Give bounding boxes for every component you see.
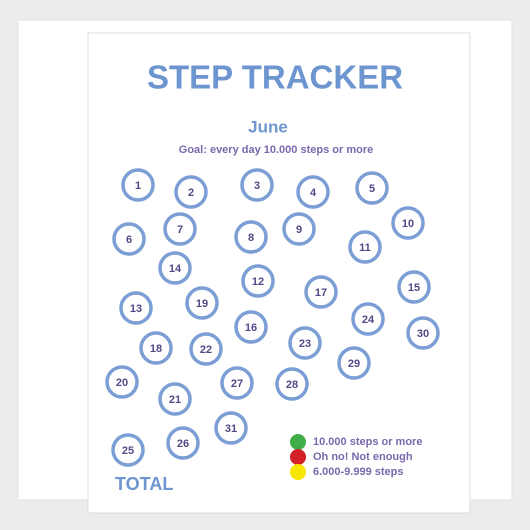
day-circle xyxy=(111,433,145,467)
day-circle xyxy=(234,310,268,344)
day-circle xyxy=(220,366,254,400)
day-circle xyxy=(174,175,208,209)
day-circle xyxy=(234,220,268,254)
day-circle xyxy=(282,212,316,246)
day-number: 19 xyxy=(196,298,208,310)
day-number: 21 xyxy=(169,394,181,406)
day-circle xyxy=(121,168,155,202)
day-number: 3 xyxy=(254,180,260,192)
day-circle xyxy=(406,316,440,350)
day-number: 5 xyxy=(369,183,375,195)
title: STEP TRACKER xyxy=(147,59,403,96)
day-circle xyxy=(158,382,192,416)
legend-label: 6.000-9.999 steps xyxy=(313,466,404,478)
day-circle xyxy=(304,275,338,309)
day-circle xyxy=(105,365,139,399)
day-circle xyxy=(275,367,309,401)
goal: Goal: every day 10.000 steps or more xyxy=(179,144,373,156)
day-number: 29 xyxy=(348,358,360,370)
day-circle xyxy=(119,291,153,325)
day-number: 8 xyxy=(248,232,254,244)
day-circle xyxy=(351,302,385,336)
day-circle xyxy=(185,286,219,320)
day-number: 6 xyxy=(126,234,132,246)
day-number: 14 xyxy=(169,263,182,275)
day-circle xyxy=(139,331,173,365)
day-number: 9 xyxy=(296,224,302,236)
day-number: 20 xyxy=(116,377,128,389)
day-circle xyxy=(166,426,200,460)
day-circle xyxy=(240,168,274,202)
day-number: 13 xyxy=(130,303,142,315)
legend-dot xyxy=(290,449,306,465)
day-number: 31 xyxy=(225,423,237,435)
day-number: 4 xyxy=(310,187,317,199)
day-circle xyxy=(189,332,223,366)
day-number: 23 xyxy=(299,338,311,350)
day-number: 26 xyxy=(177,438,189,450)
legend-label: Oh no! Not enough xyxy=(313,451,413,463)
legend-label: 10.000 steps or more xyxy=(313,436,422,448)
day-circle xyxy=(288,326,322,360)
day-circle xyxy=(337,346,371,380)
day-number: 28 xyxy=(286,379,298,391)
day-number: 24 xyxy=(362,314,375,326)
day-circle xyxy=(296,175,330,209)
day-circle xyxy=(241,264,275,298)
day-number: 10 xyxy=(402,218,414,230)
day-circle xyxy=(355,171,389,205)
legend-dot xyxy=(290,464,306,480)
day-circle xyxy=(214,411,248,445)
day-circle xyxy=(158,251,192,285)
legend-dot xyxy=(290,434,306,450)
day-number: 22 xyxy=(200,344,212,356)
day-number: 1 xyxy=(135,180,141,192)
day-circle xyxy=(163,212,197,246)
day-number: 15 xyxy=(408,282,420,294)
day-number: 18 xyxy=(150,343,162,355)
day-number: 27 xyxy=(231,378,243,390)
day-number: 12 xyxy=(252,276,264,288)
day-number: 7 xyxy=(177,224,183,236)
day-circle xyxy=(397,270,431,304)
day-number: 25 xyxy=(122,445,134,457)
day-number: 11 xyxy=(359,242,371,254)
day-number: 16 xyxy=(245,322,257,334)
total-label: TOTAL xyxy=(115,474,173,494)
day-number: 30 xyxy=(417,328,429,340)
day-circle xyxy=(391,206,425,240)
month: June xyxy=(248,117,288,136)
day-number: 2 xyxy=(188,187,194,199)
day-circle xyxy=(348,230,382,264)
day-number: 17 xyxy=(315,287,327,299)
day-circle xyxy=(112,222,146,256)
